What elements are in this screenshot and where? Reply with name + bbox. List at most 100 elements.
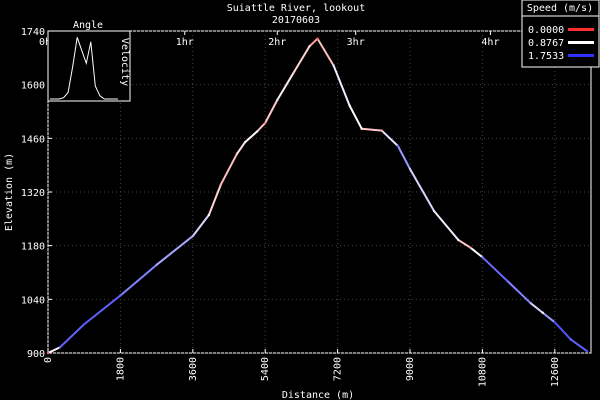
legend-swatch-0 [568,28,594,31]
line-segment-14 [308,37,319,48]
data-point-30 [569,338,573,341]
y-tick-label-3: 1320 [21,188,45,199]
x-tick-label-0: 0 [43,357,54,363]
legend-label-2: 1.7533 [528,51,564,62]
line-segment-13 [292,45,311,75]
legend-swatch-2 [568,54,594,57]
line-segment-4 [155,235,194,266]
line-segment-12 [276,72,295,101]
inset-chart: Angle Velocity [47,20,131,102]
y-tick-label-6: 1740 [21,27,45,38]
line-segment-8 [236,141,247,155]
line-segment-30 [569,338,588,353]
data-point-17 [348,104,351,107]
y-axis-ticks: 900 1040 1180 1320 1460 1600 1740 [21,27,52,360]
data-point-22 [432,209,436,213]
y-tick-label-2: 1180 [21,242,45,253]
data-point-28 [541,311,544,314]
data-point-20 [396,144,400,148]
line-segment-16 [332,64,351,107]
inset-frame [47,30,131,102]
line-segment-18 [360,127,383,132]
line-segment-1 [59,323,86,349]
data-point-3 [119,294,122,297]
data-point-1 [58,346,62,349]
x-axis-ticks: 0 1800 3600 5400 7200 9000 10800 12600 [43,349,561,387]
chart-title: Suiattle River, lookout [227,3,365,14]
line-segment-22 [433,210,460,241]
time-tick-label-4: 4hr [481,37,499,48]
legend-swatch-1 [568,41,594,44]
line-segment-15 [316,37,335,67]
x-tick-label-6: 10800 [477,357,488,387]
line-segment-25 [481,256,508,282]
data-point-11 [264,121,267,125]
data-point-18 [360,127,363,130]
line-segment-27 [529,302,544,314]
grid-lines [47,30,591,354]
x-tick-label-3: 5400 [260,357,271,381]
data-point-15 [316,37,319,40]
line-segment-5 [191,214,210,238]
time-tick-label-3: 3hr [347,37,365,48]
inset-curve [50,37,118,100]
line-segment-2 [83,294,122,326]
data-point-26 [505,278,508,282]
x-axis-label: Distance (m) [282,390,354,400]
y-axis-label: Elevation (m) [4,153,15,231]
x-tick-label-1: 1800 [115,357,126,381]
data-point-10 [255,130,259,133]
line-segment-17 [348,104,363,130]
time-tick-label-1: 1hr [176,37,194,48]
line-segment-28 [541,311,556,324]
data-point-14 [308,45,311,48]
chart-subtitle: 20170603 [272,15,320,26]
x-tick-label-2: 3600 [188,357,199,381]
line-segment-11 [264,99,279,124]
data-point-31 [585,349,589,353]
y-tick-label-4: 1460 [21,134,45,145]
line-segment-29 [553,321,572,341]
time-tick-label-2: 2hr [268,37,286,48]
line-segment-9 [244,130,259,144]
y-tick-label-1: 1040 [21,295,45,306]
data-point-23 [457,238,460,242]
x-tick-label-5: 9000 [405,357,416,381]
inset-label-velocity: Velocity [119,38,130,86]
data-point-5 [191,234,194,238]
line-segment-3 [119,263,158,297]
data-point-25 [481,255,484,259]
legend-label-1: 0.8767 [528,38,564,49]
line-segment-10 [256,122,267,133]
data-point-8 [235,152,239,155]
legend: Speed (m/s) 0.0000 0.8767 1.7533 [521,0,600,68]
data-point-27 [529,301,532,305]
line-segment-24 [469,246,484,259]
data-point-4 [155,263,158,267]
legend-label-0: 0.0000 [528,25,564,36]
y-tick-label-0: 900 [27,349,45,360]
x-tick-label-4: 7200 [333,357,344,381]
data-point-6 [207,213,211,217]
data-point-7 [219,183,223,186]
y-tick-label-5: 1600 [21,81,45,92]
data-point-9 [243,140,247,144]
line-segment-19 [380,129,399,147]
inset-label-angle: Angle [73,20,103,31]
data-point-24 [469,246,472,249]
line-segment-6 [207,183,222,216]
data-point-19 [380,129,384,132]
data-point-29 [553,321,556,324]
line-segment-23 [457,238,472,249]
x-tick-label-7: 12600 [550,357,561,387]
data-point-21 [408,167,412,171]
data-point-12 [276,98,279,102]
data-point-16 [332,64,335,67]
data-point-0 [46,351,50,355]
line-segment-0 [47,346,62,354]
elevation-line [46,37,589,355]
line-segment-20 [396,145,411,170]
legend-title: Speed (m/s) [527,3,593,14]
data-point-2 [83,323,86,326]
